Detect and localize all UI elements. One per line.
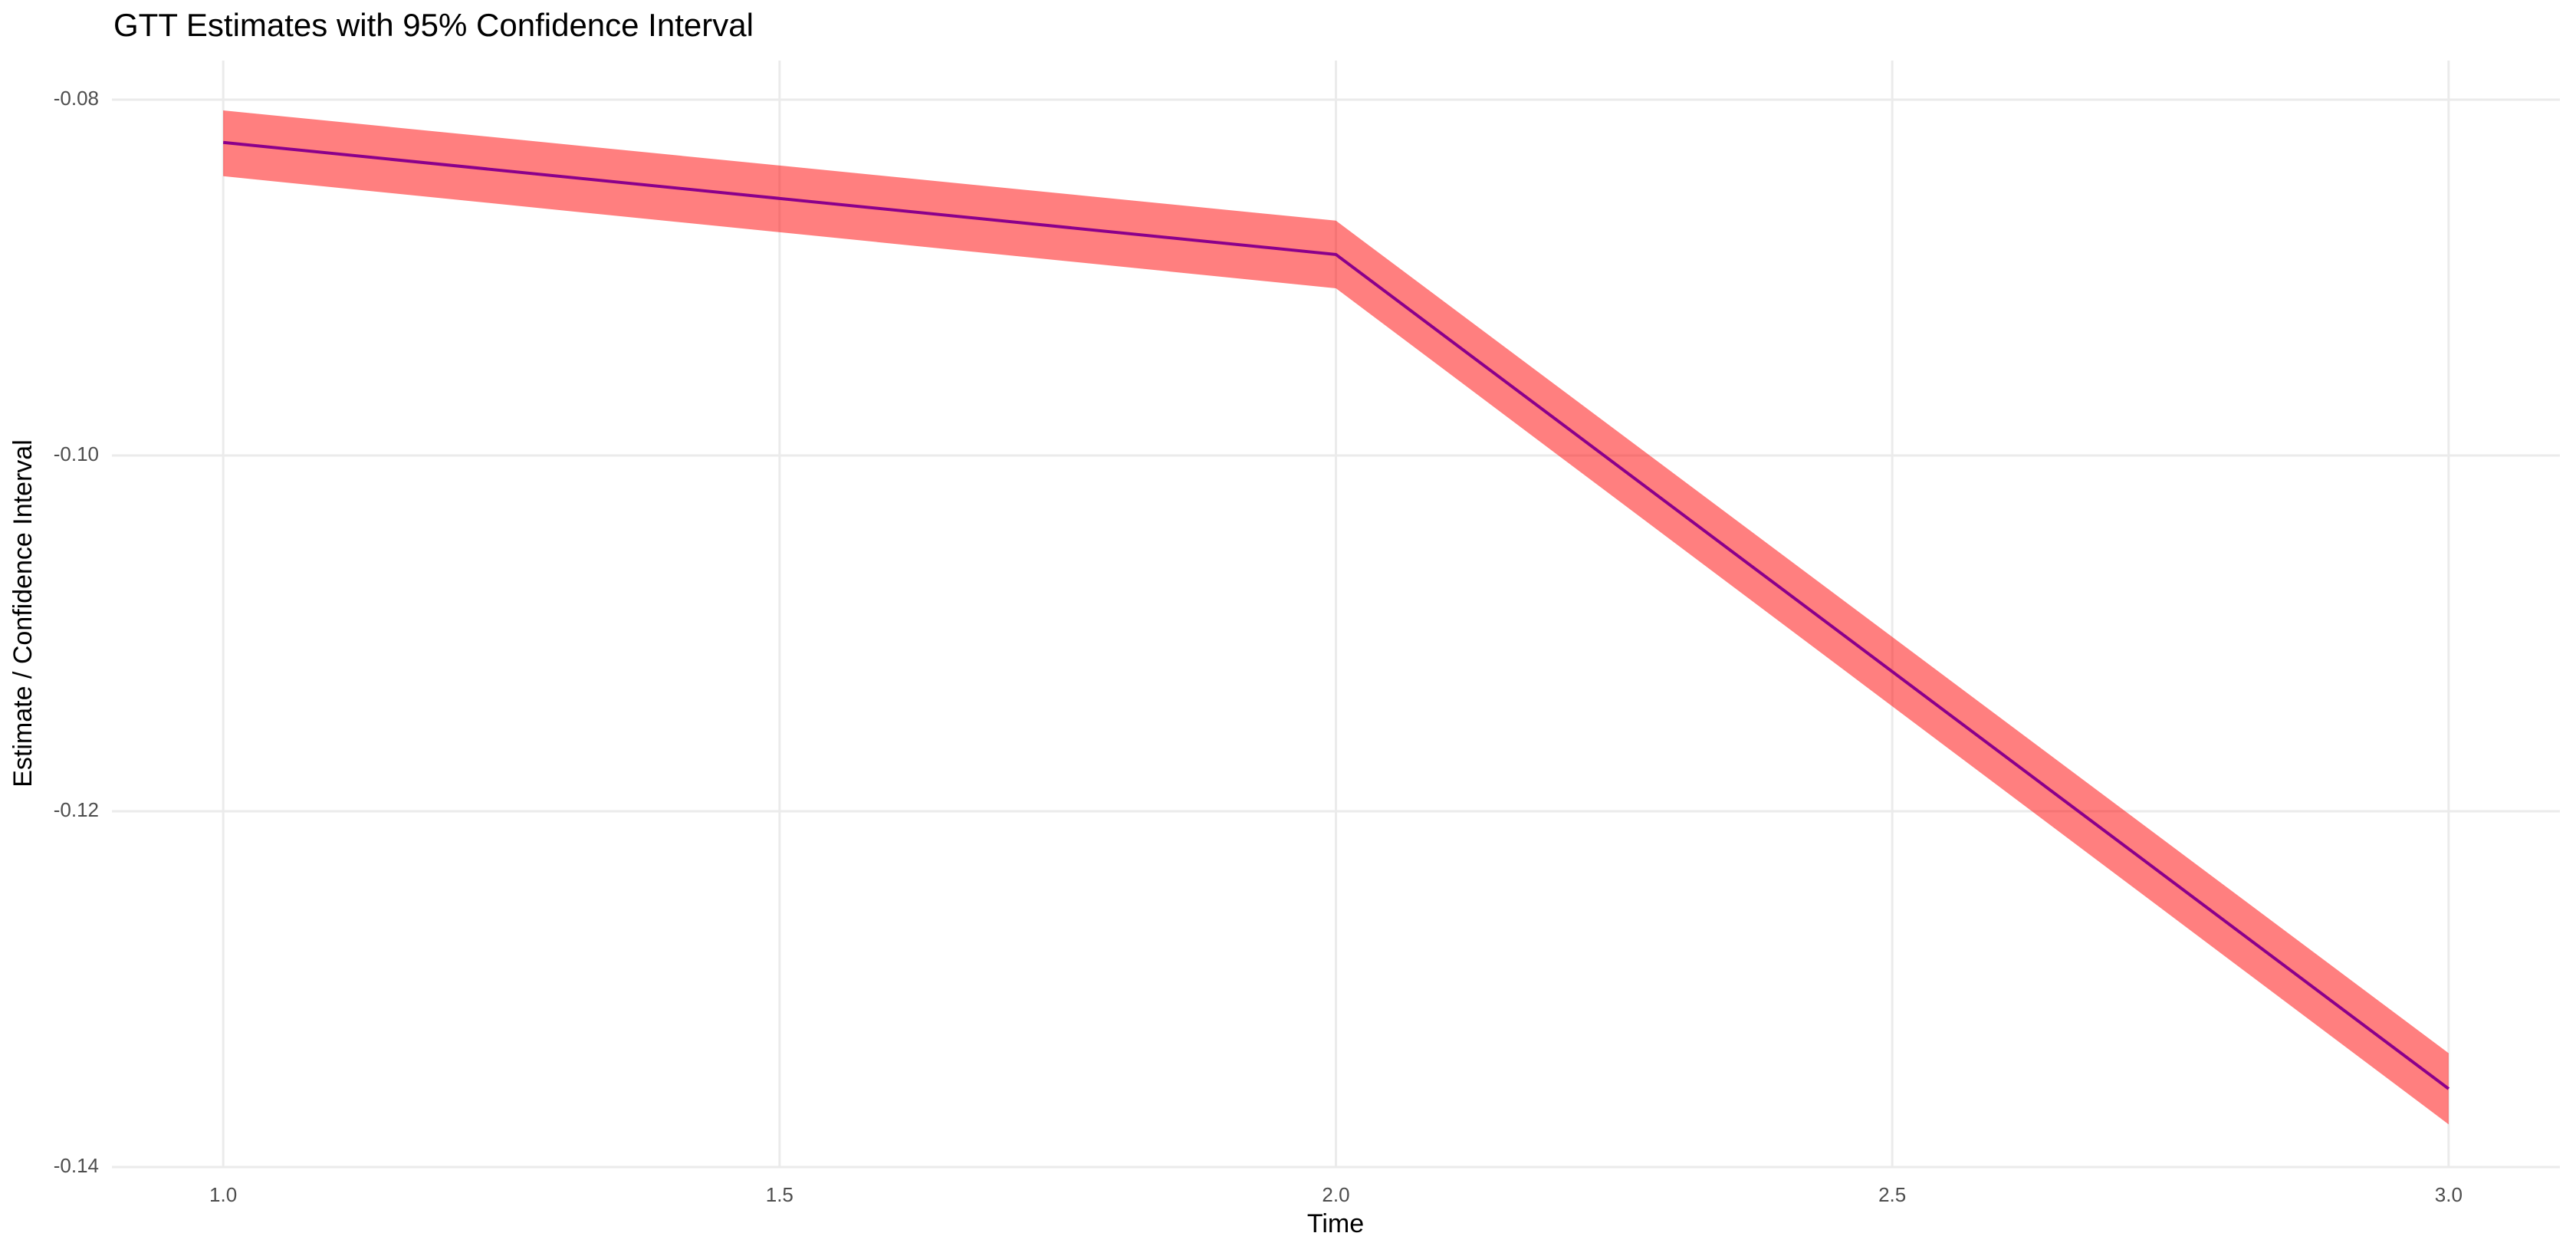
y-tick-label: -0.08 — [54, 87, 99, 110]
chart-title: GTT Estimates with 95% Confidence Interv… — [113, 7, 754, 43]
y-tick-label: -0.10 — [54, 442, 99, 465]
x-tick-label: 2.0 — [1322, 1183, 1349, 1206]
y-tick-label: -0.14 — [54, 1154, 99, 1177]
x-axis-title: Time — [1307, 1209, 1364, 1238]
x-tick-label: 3.0 — [2435, 1183, 2463, 1206]
estimate-line — [222, 140, 2450, 1090]
y-axis-title: Estimate / Confidence Interval — [8, 439, 38, 787]
x-tick-label: 1.0 — [209, 1183, 237, 1206]
x-tick-label: 2.5 — [1878, 1183, 1906, 1206]
y-tick-label: -0.12 — [54, 798, 99, 821]
x-tick-label: 1.5 — [766, 1183, 794, 1206]
